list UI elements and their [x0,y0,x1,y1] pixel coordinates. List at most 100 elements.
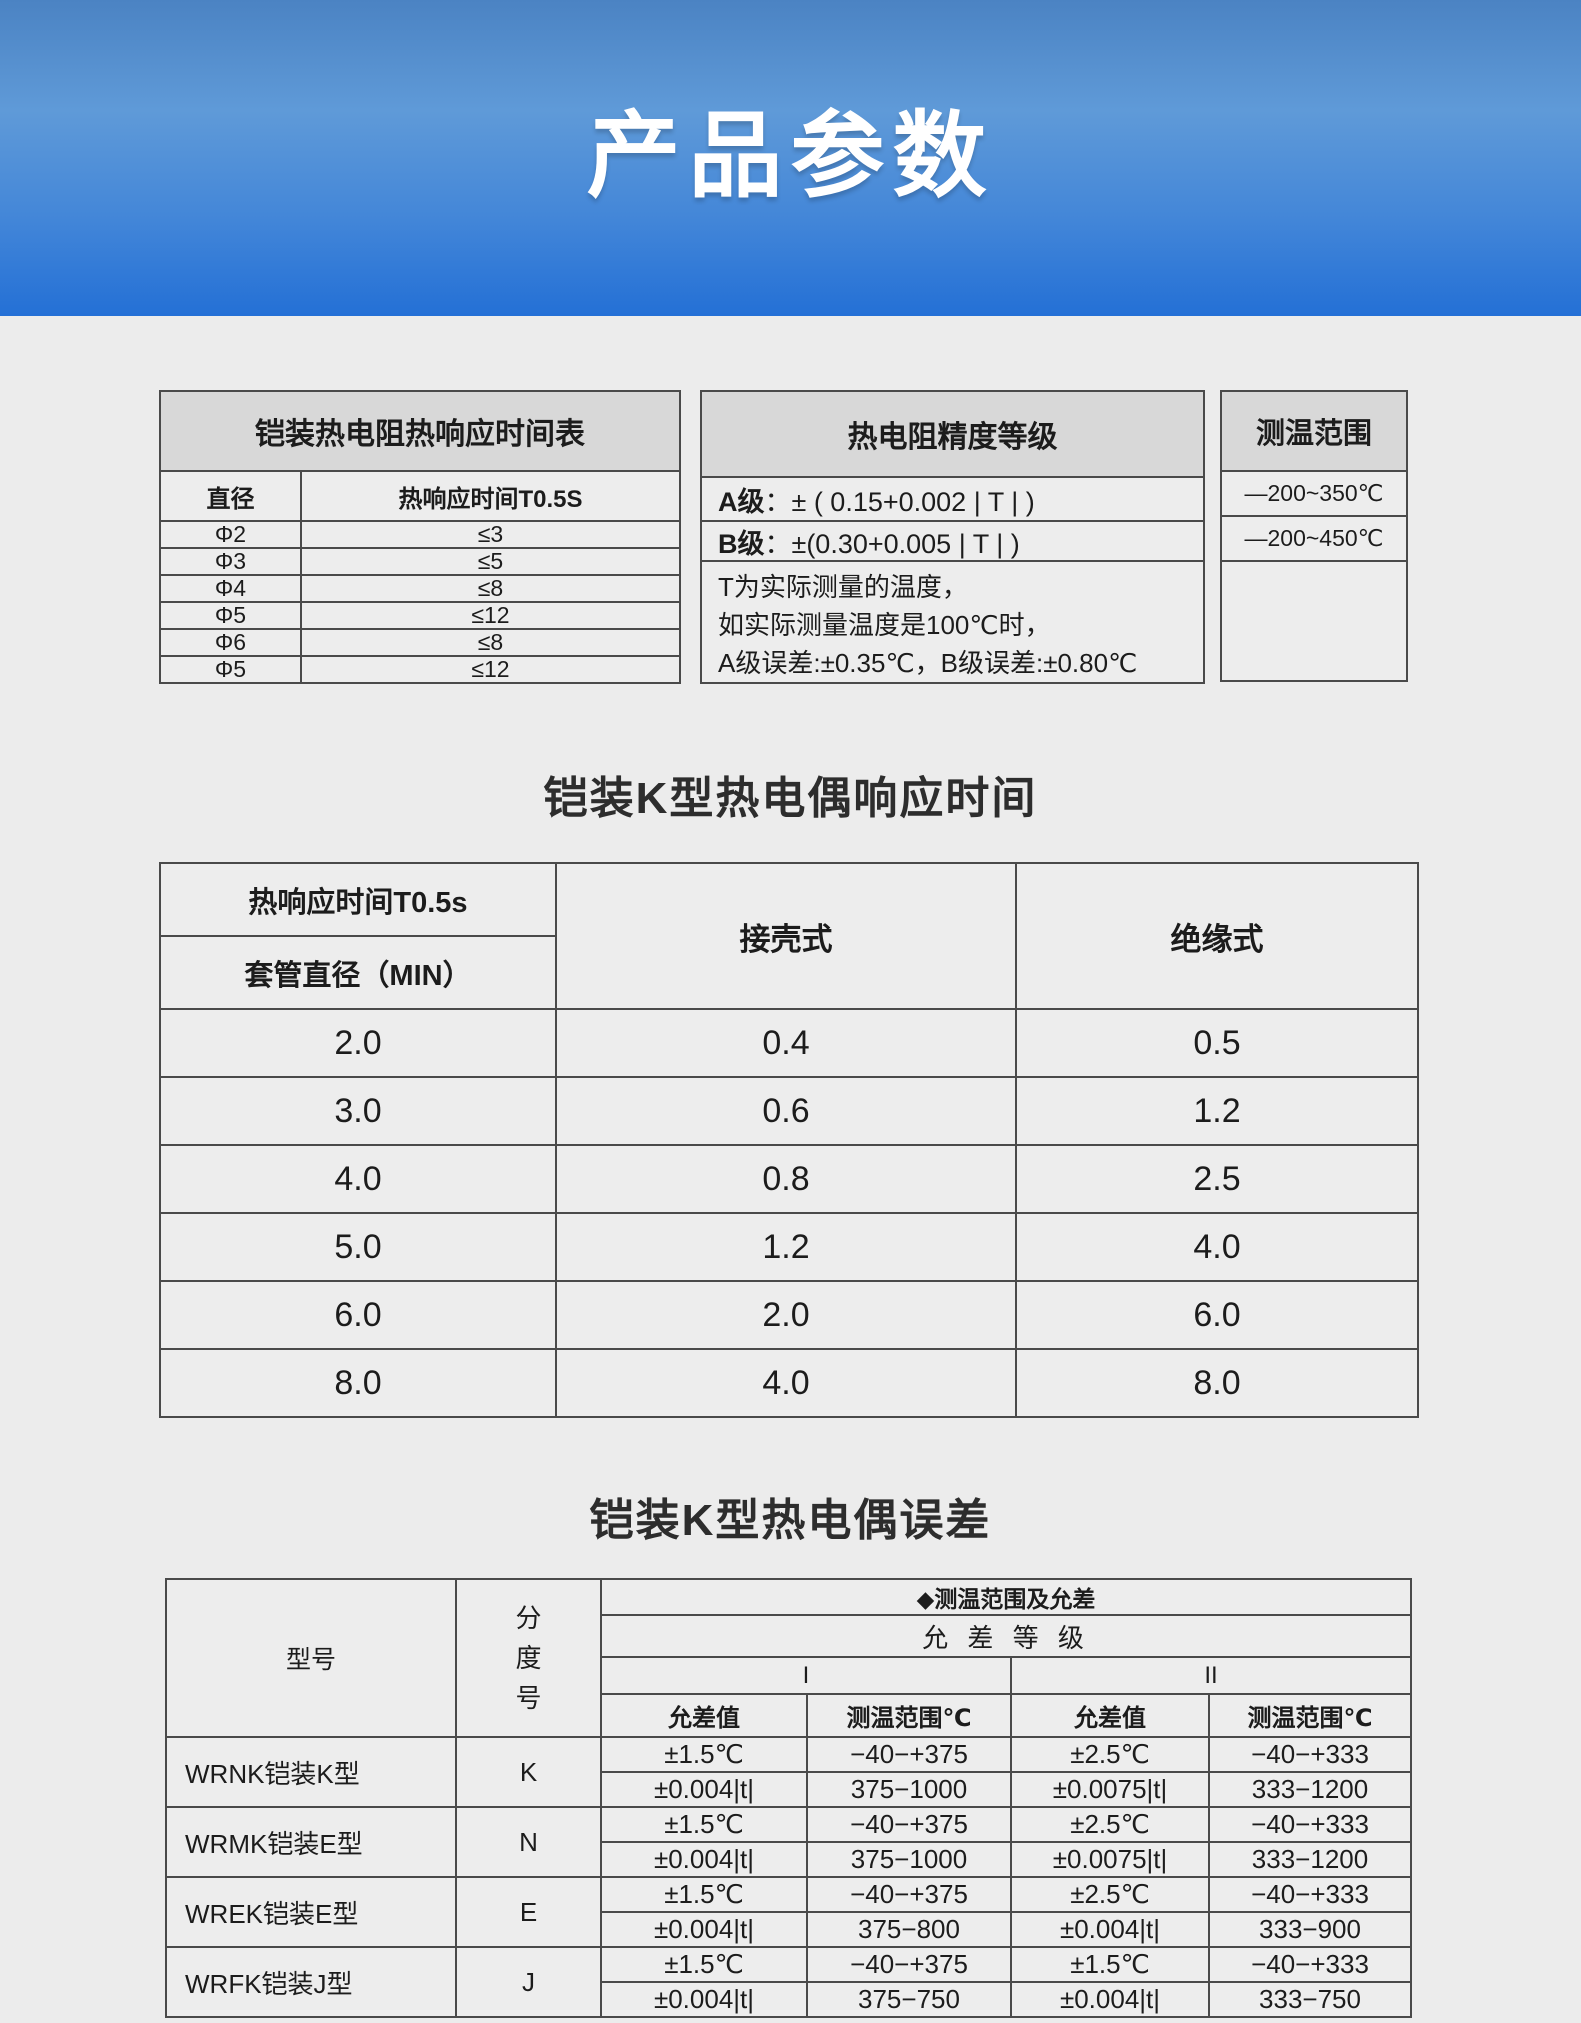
cell-temp-range: 333−900 [1207,1911,1413,1948]
table-row: 5.0 1.2 4.0 [159,1212,1419,1282]
cell-graduation-code: J [455,1946,602,2018]
column-header-insulated-type: 绝缘式 [1015,862,1419,1010]
cell-shell: 1.2 [555,1212,1017,1282]
temp-range-title: 测温范围 [1222,392,1406,472]
cell-shell: 2.0 [555,1280,1017,1350]
cell-temp-range: −40−+375 [806,1946,1012,1983]
cell-temp-range: 375−750 [806,1981,1012,2018]
cell-graduation-code: N [455,1806,602,1878]
table-row: 8.0 4.0 8.0 [159,1348,1419,1418]
note-line: A级误差:±0.35℃，B级误差:±0.80℃ [718,648,1138,678]
cell-temp-range: 375−1000 [806,1841,1012,1878]
cell-time: ≤8 [300,574,681,603]
column-header-temp-range: 测温范围℃ [806,1693,1012,1738]
cell-model: WREK铠装E型 [165,1876,457,1948]
table-header-row: 允 差 等 级 [166,1614,1413,1658]
cell-insulated: 1.2 [1015,1076,1419,1146]
table-row: ±0.004|t| 375−750 ±0.004|t| 333−750 [166,1981,1413,2018]
grade-b-label: B级 [718,528,765,559]
cell-time: ≤8 [300,628,681,657]
cell-tolerance: ±0.0075|t| [1010,1771,1210,1808]
cell-shell: 0.8 [555,1144,1017,1214]
cell-shell: 4.0 [555,1348,1017,1418]
table-row: ±0.004|t| 375−800 ±0.004|t| 333−900 [166,1911,1413,1948]
column-header-tolerance: 允差值 [1010,1693,1210,1738]
cell-temp-range: 375−800 [806,1911,1012,1948]
cell-tolerance: ±1.5℃ [600,1946,808,1983]
cell-diameter: 6.0 [159,1280,557,1350]
cell-diameter: Φ3 [159,547,302,576]
cell-tolerance: ±2.5℃ [1010,1876,1210,1913]
table-row: Φ5 ≤12 [159,601,681,630]
cell-model: WRNK铠装K型 [165,1736,457,1808]
cell-diameter: Φ5 [159,601,302,630]
table-row: WREK铠装E型 E ±1.5℃ −40−+375 ±2.5℃ −40−+333 [165,1876,1413,1948]
cell-diameter: 3.0 [159,1076,557,1146]
page-title: 产品参数 [586,103,995,208]
cell-insulated: 6.0 [1015,1280,1419,1350]
header-class-ii: II [1009,1656,1413,1695]
temp-range-value: —200~450℃ [1222,517,1406,562]
header-range-and-tolerance: ◆测温范围及允差 [599,1578,1413,1616]
section-title-k-error: 铠装K型热电偶误差 [589,1496,992,1545]
table-row: Φ6 ≤8 [159,628,681,657]
cell-tolerance: ±0.004|t| [1010,1981,1210,2018]
cell-diameter: Φ5 [159,655,302,684]
section-title-k-response: 铠装K型热电偶响应时间 [543,774,1038,823]
table-row: WRFK铠装J型 J ±1.5℃ −40−+375 ±1.5℃ −40−+333 [165,1946,1413,2018]
k-response-table: 热响应时间T0.5s 接壳式 绝缘式 套管直径（MIN） 2.0 0.4 0.5… [159,862,1419,1418]
grade-a-label: A级 [718,486,765,517]
cell-temp-range: 333−750 [1207,1981,1413,2018]
graduation-label: 分度号 [515,1603,542,1713]
hero-banner: 产品参数 [0,0,1581,316]
cell-tolerance: ±0.004|t| [600,1981,808,2018]
cell-tolerance: ±0.004|t| [1010,1911,1210,1948]
cell-insulated: 0.5 [1015,1008,1419,1078]
header-response-time: 热响应时间T0.5s [159,862,557,937]
cell-time: ≤12 [300,601,681,630]
cell-model: WRMK铠装E型 [165,1806,457,1878]
cell-insulated: 2.5 [1015,1144,1419,1214]
cell-graduation-code: E [455,1876,602,1948]
table-row: WRNK铠装K型 K ±1.5℃ −40−+375 ±2.5℃ −40−+333 [165,1736,1413,1808]
table-title-row: 铠装热电阻热响应时间表 [159,390,681,472]
cell-time: ≤12 [300,655,681,684]
table-header-row: 直径 热响应时间T0.5S [159,470,681,522]
cell-model: WRFK铠装J型 [165,1946,457,2018]
column-header-diameter: 直径 [159,470,302,522]
cell-time: ≤5 [300,547,681,576]
table-header-row: 型号 分度号 ◆测温范围及允差 [165,1578,1413,1738]
cell-diameter: 5.0 [159,1212,557,1282]
header-tolerance-class: 允 差 等 级 [599,1614,1413,1658]
cell-temp-range: −40−+333 [1207,1806,1413,1843]
header-class-i: I [600,1656,1012,1695]
cell-diameter: 8.0 [159,1348,557,1418]
table-header-row: 允差值 测温范围℃ 允差值 测温范围℃ [166,1693,1413,1738]
table-row: WRMK铠装E型 N ±1.5℃ −40−+375 ±2.5℃ −40−+333 [165,1806,1413,1878]
cell-tolerance: ±1.5℃ [600,1806,808,1843]
cell-diameter: 4.0 [159,1144,557,1214]
column-header-temp-range: 测温范围℃ [1207,1693,1413,1738]
cell-time: ≤3 [300,520,681,549]
header-sheath-diameter: 套管直径（MIN） [159,935,557,1010]
cell-tolerance: ±2.5℃ [1010,1806,1210,1843]
cell-temp-range: −40−+333 [1207,1736,1413,1773]
cell-insulated: 8.0 [1015,1348,1419,1418]
table-header-row: 套管直径（MIN） [159,935,1418,1010]
column-header-shell-type: 接壳式 [555,862,1017,1010]
cell-diameter: Φ2 [159,520,302,549]
cell-tolerance: ±0.0075|t| [1010,1841,1210,1878]
cell-tolerance: ±0.004|t| [600,1771,808,1808]
table-row: ±0.004|t| 375−1000 ±0.0075|t| 333−1200 [166,1841,1413,1878]
rtd-table-title: 铠装热电阻热响应时间表 [159,390,681,472]
column-header-graduation: 分度号 [455,1578,602,1738]
table-row: Φ2 ≤3 [159,520,681,549]
table-header-row: 热响应时间T0.5s 接壳式 绝缘式 [159,862,1419,1010]
table-row: Φ3 ≤5 [159,547,681,576]
cell-temp-range: 333−1200 [1207,1771,1413,1808]
cell-tolerance: ±2.5℃ [1010,1736,1210,1773]
cell-shell: 0.4 [555,1008,1017,1078]
cell-tolerance: ±0.004|t| [600,1841,808,1878]
cell-temp-range: −40−+333 [1207,1946,1413,1983]
table-row: Φ5 ≤12 [159,655,681,684]
